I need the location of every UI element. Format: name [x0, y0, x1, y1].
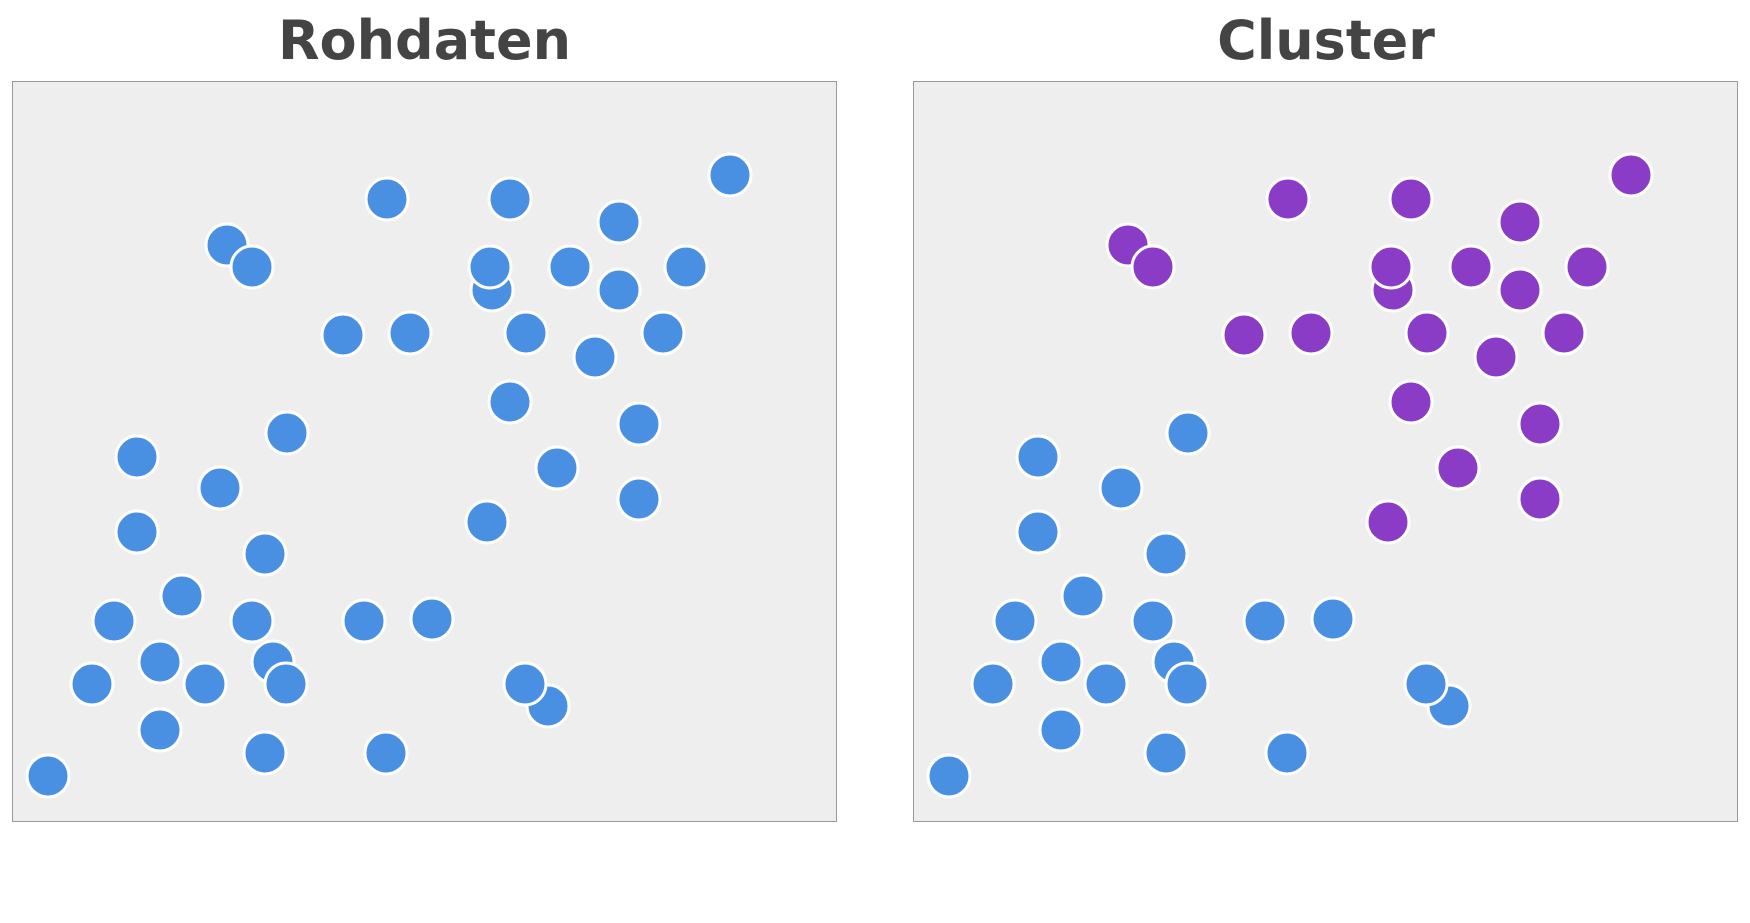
scatter-point — [1608, 152, 1654, 198]
scatter-point — [572, 334, 618, 380]
scatter-point — [320, 312, 366, 358]
scatter-point — [1164, 661, 1210, 707]
scatter-point — [1388, 176, 1434, 222]
scatter-point — [1242, 598, 1288, 644]
scatter-point — [341, 598, 387, 644]
scatter-point — [970, 661, 1016, 707]
chart-title-rohdaten: Rohdaten — [277, 9, 572, 72]
scatter-point — [1060, 573, 1106, 619]
scatter-point — [596, 267, 642, 313]
scatter-point — [1368, 244, 1414, 290]
scatter-point — [1448, 244, 1494, 290]
scatter-point — [229, 244, 275, 290]
scatter-point — [182, 661, 228, 707]
scatter-point — [159, 573, 205, 619]
scatter-point — [1165, 410, 1211, 456]
scatter-point — [114, 434, 160, 480]
scatter-point — [1083, 661, 1129, 707]
scatter-point — [926, 753, 972, 799]
scatter-point — [1038, 707, 1084, 753]
scatter-point — [596, 199, 642, 245]
scatter-point — [1288, 310, 1334, 356]
scatter-plot-cluster — [913, 81, 1738, 822]
scatter-point — [1038, 639, 1084, 685]
scatter-point — [663, 244, 709, 290]
scatter-point — [91, 598, 137, 644]
scatter-point — [1517, 401, 1563, 447]
scatter-point — [464, 499, 510, 545]
scatter-point — [229, 598, 275, 644]
scatter-point — [409, 596, 455, 642]
scatter-point — [137, 639, 183, 685]
scatter-point — [364, 176, 410, 222]
scatter-point — [263, 661, 309, 707]
scatter-point — [1541, 310, 1587, 356]
scatter-point — [69, 661, 115, 707]
scatter-point — [1015, 434, 1061, 480]
scatter-point — [1221, 312, 1267, 358]
scatter-point — [1497, 267, 1543, 313]
scatter-point — [1497, 199, 1543, 245]
scatter-point — [616, 401, 662, 447]
points-cluster — [926, 152, 1654, 799]
scatter-point — [1130, 244, 1176, 290]
scatter-point — [707, 152, 753, 198]
scatter-point — [1435, 445, 1481, 491]
scatter-point — [467, 244, 513, 290]
scatter-point — [363, 730, 409, 776]
scatter-point — [1403, 661, 1449, 707]
scatter-point — [25, 753, 71, 799]
scatter-point — [503, 310, 549, 356]
scatter-point — [114, 509, 160, 555]
scatter-point — [502, 661, 548, 707]
scatter-point — [547, 244, 593, 290]
scatter-point — [264, 410, 310, 456]
scatter-point — [242, 531, 288, 577]
scatter-plot-rohdaten — [12, 81, 837, 822]
scatter-point — [1517, 476, 1563, 522]
points-rohdaten — [25, 152, 753, 799]
scatter-point — [1365, 499, 1411, 545]
scatter-point — [197, 465, 243, 511]
chart-title-cluster: Cluster — [1217, 9, 1435, 72]
scatter-point — [1388, 379, 1434, 425]
scatter-point — [487, 176, 533, 222]
scatter-point — [1015, 509, 1061, 555]
scatter-point — [1098, 465, 1144, 511]
scatter-point — [640, 310, 686, 356]
scatter-point — [616, 476, 662, 522]
scatter-point — [1264, 730, 1310, 776]
scatter-point — [1473, 334, 1519, 380]
scatter-point — [137, 707, 183, 753]
scatter-point — [1143, 531, 1189, 577]
scatter-point — [387, 310, 433, 356]
scatter-point — [1310, 596, 1356, 642]
scatter-point — [1265, 176, 1311, 222]
scatter-point — [1130, 598, 1176, 644]
scatter-point — [242, 730, 288, 776]
scatter-point — [1404, 310, 1450, 356]
scatter-point — [992, 598, 1038, 644]
scatter-point — [1143, 730, 1189, 776]
scatter-point — [1564, 244, 1610, 290]
scatter-point — [487, 379, 533, 425]
scatter-point — [534, 445, 580, 491]
